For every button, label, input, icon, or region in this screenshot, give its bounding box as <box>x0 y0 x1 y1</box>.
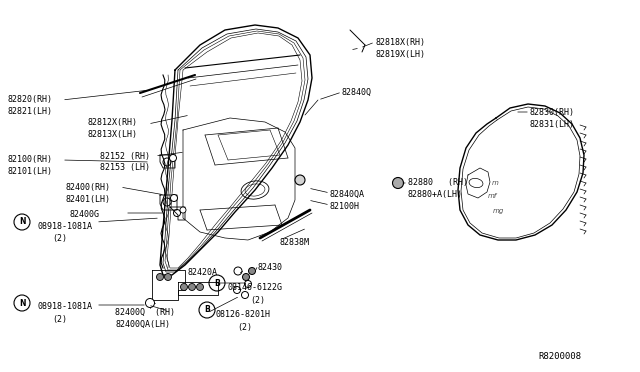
Circle shape <box>244 280 252 288</box>
Text: m: m <box>492 180 499 186</box>
Circle shape <box>234 267 242 275</box>
Circle shape <box>170 154 177 161</box>
Circle shape <box>145 298 154 308</box>
Circle shape <box>180 283 188 291</box>
Text: 08918-1081A: 08918-1081A <box>38 302 93 311</box>
Text: 82838M: 82838M <box>280 238 310 247</box>
Text: B: B <box>214 279 220 288</box>
Text: N: N <box>19 298 25 308</box>
Text: 82840Q: 82840Q <box>342 88 372 97</box>
Text: 82880+A(LH): 82880+A(LH) <box>408 190 463 199</box>
Text: 82153 (LH): 82153 (LH) <box>100 163 150 172</box>
Text: 82152 (RH): 82152 (RH) <box>100 152 150 161</box>
Circle shape <box>164 273 172 280</box>
Text: 82100H: 82100H <box>330 202 360 211</box>
Text: 82840QA: 82840QA <box>330 190 365 199</box>
Text: 82819X(LH): 82819X(LH) <box>375 50 425 59</box>
Circle shape <box>180 207 186 213</box>
Text: 82813X(LH): 82813X(LH) <box>88 130 138 139</box>
Text: 82100(RH): 82100(RH) <box>8 155 53 164</box>
Text: 82400(RH): 82400(RH) <box>65 183 110 192</box>
Text: 82420A: 82420A <box>188 268 218 277</box>
Text: 82400Q  (RH): 82400Q (RH) <box>115 308 175 317</box>
Text: 82430: 82430 <box>258 263 283 272</box>
Circle shape <box>392 177 403 189</box>
Circle shape <box>243 273 250 280</box>
Circle shape <box>196 283 204 291</box>
Text: 82812X(RH): 82812X(RH) <box>88 118 138 127</box>
Text: N: N <box>19 218 25 227</box>
Text: (2): (2) <box>250 296 265 305</box>
Text: mf: mf <box>488 193 497 199</box>
Circle shape <box>170 195 177 202</box>
Text: 82101(LH): 82101(LH) <box>8 167 53 176</box>
Circle shape <box>248 267 255 275</box>
Text: 82818X(RH): 82818X(RH) <box>375 38 425 47</box>
Circle shape <box>295 175 305 185</box>
Text: 08126-8201H: 08126-8201H <box>215 310 270 319</box>
Text: (2): (2) <box>52 234 67 243</box>
Circle shape <box>157 273 163 280</box>
Text: (2): (2) <box>52 315 67 324</box>
Text: 08146-6122G: 08146-6122G <box>228 283 283 292</box>
Text: 82400G: 82400G <box>70 210 100 219</box>
Text: (2): (2) <box>237 323 252 332</box>
Circle shape <box>189 283 195 291</box>
Text: R8200008: R8200008 <box>538 352 581 361</box>
Text: 82880   (RH): 82880 (RH) <box>408 178 468 187</box>
Text: 82401(LH): 82401(LH) <box>65 195 110 204</box>
Text: 82821(LH): 82821(LH) <box>8 107 53 116</box>
Text: 82820(RH): 82820(RH) <box>8 95 53 104</box>
Text: 82831(LH): 82831(LH) <box>530 120 575 129</box>
Text: 08918-1081A: 08918-1081A <box>38 222 93 231</box>
Text: mg: mg <box>493 208 504 214</box>
Text: 82400QA(LH): 82400QA(LH) <box>115 320 170 329</box>
Text: B: B <box>204 305 210 314</box>
Circle shape <box>241 292 248 298</box>
Text: 82830(RH): 82830(RH) <box>530 108 575 117</box>
Circle shape <box>234 286 241 294</box>
